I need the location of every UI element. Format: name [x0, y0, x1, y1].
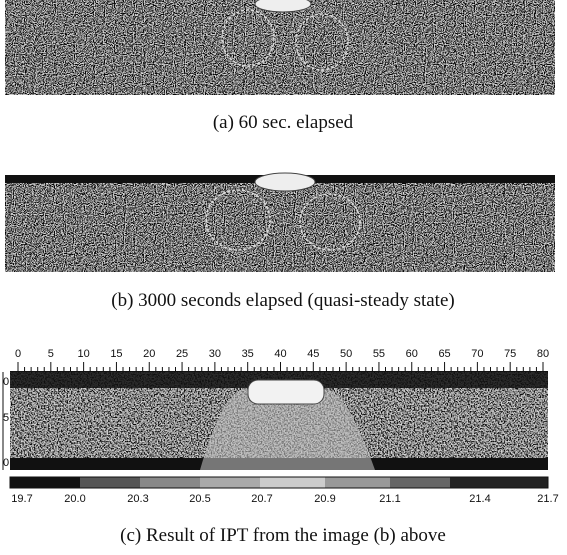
scale-label: 40	[274, 348, 286, 360]
image-b	[5, 173, 555, 272]
colorbar-label: 21.7	[537, 493, 558, 505]
image-c	[3, 372, 548, 470]
scale-label: 65	[438, 348, 450, 360]
colorbar-label: 20.5	[189, 493, 210, 505]
colorbar-label: 20.3	[127, 493, 148, 505]
scale-label: 15	[110, 348, 122, 360]
scale-label: 0	[15, 348, 21, 360]
scale-label: 70	[471, 348, 483, 360]
left-scale-label: 0	[3, 457, 9, 469]
image-a	[5, 0, 555, 95]
scale-label: 75	[504, 348, 516, 360]
figure: (a) 60 sec. elapsed (b) 3000 seconds ela…	[0, 0, 567, 555]
caption-a: (a) 60 sec. elapsed	[213, 112, 354, 133]
scale-label: 35	[242, 348, 254, 360]
scale-label: 30	[209, 348, 221, 360]
scale-label: 80	[537, 348, 549, 360]
colorbar-labels: 19.7 20.0 20.3 20.5 20.7 20.9 21.1 21.4 21.7	[11, 493, 558, 505]
colorbar-label: 21.1	[379, 493, 400, 505]
left-scale-label: 0	[3, 376, 9, 388]
colorbar-label: 19.7	[11, 493, 32, 505]
colorbar-label: 21.4	[469, 493, 490, 505]
caption-c: (c) Result of IPT from the image (b) abo…	[120, 525, 446, 546]
scale-label: 50	[340, 348, 352, 360]
scale-label: 10	[78, 348, 90, 360]
scale-label: 20	[143, 348, 155, 360]
scale-label: 5	[48, 348, 54, 360]
scale-label: 55	[373, 348, 385, 360]
caption-b: (b) 3000 seconds elapsed (quasi-steady s…	[111, 290, 454, 311]
colorbar-label: 20.9	[314, 493, 335, 505]
scale-label: 25	[176, 348, 188, 360]
colorbar-label: 20.7	[251, 493, 272, 505]
left-scale-label: 5	[3, 412, 9, 424]
colorbar-label: 20.0	[64, 493, 85, 505]
scale-label: 45	[307, 348, 319, 360]
scale-label: 60	[406, 348, 418, 360]
colorbar	[10, 477, 548, 488]
